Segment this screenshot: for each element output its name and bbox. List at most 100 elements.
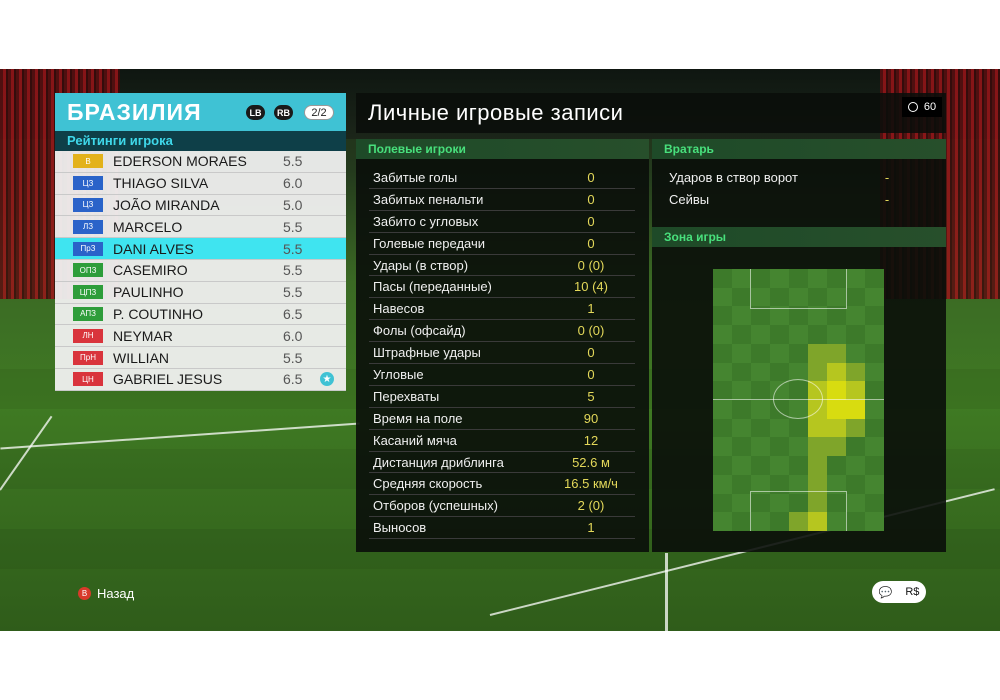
stat-label: Пасы (переданные) bbox=[373, 279, 492, 295]
heatmap-cell bbox=[713, 493, 733, 513]
heatmap-cell bbox=[865, 437, 884, 457]
star-icon: ★ bbox=[320, 372, 334, 387]
heatmap-cell bbox=[751, 362, 771, 382]
heatmap-cell bbox=[865, 287, 884, 307]
heatmap-cell bbox=[827, 362, 847, 382]
chat-icon[interactable]: 💬 bbox=[878, 586, 893, 599]
stat-label: Штрафные удары bbox=[373, 345, 481, 361]
rb-button[interactable]: RB bbox=[274, 105, 293, 120]
player-row[interactable]: ЦПЗ PAULINHO 5.5 bbox=[55, 281, 346, 304]
heatmap-cell bbox=[751, 474, 771, 495]
heatmap-cell bbox=[732, 474, 752, 495]
stat-value: 1 bbox=[587, 301, 595, 317]
heatmap-cell bbox=[846, 381, 866, 401]
heatmap-cell bbox=[827, 325, 847, 345]
heatmap-cell bbox=[789, 437, 809, 457]
player-row[interactable]: ЛЗ MARCELO 5.5 bbox=[55, 216, 346, 239]
stat-label: Голевые передачи bbox=[373, 235, 486, 251]
heatmap-cell bbox=[770, 512, 790, 531]
heatmap-cell bbox=[827, 400, 847, 420]
position-badge: ПрН bbox=[73, 350, 103, 365]
heatmap-cell bbox=[846, 437, 866, 457]
heatmap-cell bbox=[751, 418, 771, 438]
stat-row: Штрафные удары 0 bbox=[369, 342, 635, 365]
player-row[interactable]: АПЗ P. COUTINHO 6.5 bbox=[55, 303, 346, 326]
heatmap-cell bbox=[846, 362, 866, 382]
heatmap-cell bbox=[808, 512, 828, 531]
back-control[interactable]: B Назад bbox=[78, 586, 134, 601]
position-badge: В bbox=[73, 154, 103, 169]
heatmap-cell bbox=[865, 343, 884, 364]
heatmap-cell bbox=[827, 269, 847, 289]
stat-row: Ударов в створ ворот - bbox=[665, 167, 931, 189]
player-rating: 5.5 bbox=[283, 153, 303, 170]
heatmap-cell bbox=[846, 493, 866, 513]
player-rating: 6.0 bbox=[283, 175, 303, 192]
play-zone-panel: Зона игры bbox=[652, 227, 946, 552]
stat-label: Касаний мяча bbox=[373, 432, 457, 448]
heatmap-cell bbox=[846, 456, 866, 476]
team-name: БРАЗИЛИЯ bbox=[67, 98, 202, 125]
heatmap-cell bbox=[713, 269, 733, 289]
position-badge: ЦЗ bbox=[73, 197, 103, 212]
heatmap-cell bbox=[732, 306, 752, 326]
stat-label: Выносов bbox=[373, 520, 427, 536]
heatmap-cell bbox=[713, 381, 733, 401]
heatmap-cell bbox=[713, 474, 733, 495]
heatmap-cell bbox=[751, 437, 771, 457]
heatmap-cell bbox=[808, 493, 828, 513]
heatmap-cell bbox=[846, 306, 866, 326]
heatmap-cell bbox=[770, 362, 790, 382]
goalkeeper-stats-list: Ударов в створ ворот - Сейвы - bbox=[652, 167, 946, 211]
stat-value: 0 (0) bbox=[577, 257, 605, 273]
stat-row: Пасы (переданные) 10 (4) bbox=[369, 276, 635, 299]
player-row[interactable]: ЦЗ THIAGO SILVA 6.0 bbox=[55, 172, 346, 195]
stat-row: Забито с угловых 0 bbox=[369, 211, 635, 233]
player-row[interactable]: ПрЗ DANI ALVES 5.5 bbox=[55, 238, 346, 260]
stat-value: 12 bbox=[583, 432, 599, 448]
heatmap-cell bbox=[751, 381, 771, 401]
player-row[interactable]: ЦН GABRIEL JESUS 6.5 ★ bbox=[55, 368, 346, 391]
stat-label: Фолы (офсайд) bbox=[373, 323, 466, 339]
player-name: JOÃO MIRANDA bbox=[113, 196, 220, 213]
heatmap-cell bbox=[846, 343, 866, 364]
player-row[interactable]: ЛН NEYMAR 6.0 bbox=[55, 325, 346, 348]
heatmap-cell bbox=[865, 400, 884, 420]
stat-row: Забитые голы 0 bbox=[369, 167, 635, 189]
player-rating: 5.0 bbox=[283, 196, 303, 213]
player-row[interactable]: ЦЗ JOÃO MIRANDA 5.0 bbox=[55, 194, 346, 217]
stat-value: 1 bbox=[587, 520, 595, 536]
heatmap-cell bbox=[827, 343, 847, 364]
lb-button[interactable]: LB bbox=[246, 105, 265, 120]
player-row[interactable]: ПрН WILLIAN 5.5 bbox=[55, 347, 346, 369]
play-zone-heatmap bbox=[713, 269, 884, 531]
player-name: CASEMIRO bbox=[113, 262, 188, 279]
ratings-title: Рейтинги игрока bbox=[55, 131, 346, 151]
heatmap-cell bbox=[770, 325, 790, 345]
currency-icon[interactable]: R$ bbox=[905, 586, 920, 598]
player-row[interactable]: ОПЗ CASEMIRO 5.5 bbox=[55, 259, 346, 282]
heatmap-cell bbox=[789, 343, 809, 364]
heatmap-cell bbox=[732, 269, 752, 289]
heatmap-cell bbox=[789, 493, 809, 513]
heatmap-cell bbox=[732, 362, 752, 382]
player-name: MARCELO bbox=[113, 218, 183, 235]
heatmap-cell bbox=[713, 456, 733, 476]
stat-row: Дистанция дриблинга 52.6 м bbox=[369, 452, 635, 474]
stat-label: Забитые голы bbox=[373, 169, 458, 185]
stat-row: Удары (в створ) 0 (0) bbox=[369, 255, 635, 277]
player-rating: 6.5 bbox=[283, 305, 303, 322]
heatmap-cell bbox=[827, 493, 847, 513]
pitch-line bbox=[665, 553, 668, 631]
heatmap-cell bbox=[789, 325, 809, 345]
heatmap-cell bbox=[770, 306, 790, 326]
player-row[interactable]: В EDERSON MORAES 5.5 bbox=[55, 151, 346, 173]
heatmap-cell bbox=[808, 362, 828, 382]
heatmap-cell bbox=[846, 325, 866, 345]
stat-row: Время на поле 90 bbox=[369, 408, 635, 430]
heatmap-cell bbox=[732, 512, 752, 531]
heatmap-cell bbox=[713, 400, 733, 420]
stat-value: 16.5 км/ч bbox=[564, 476, 618, 492]
player-rating: 5.5 bbox=[283, 240, 303, 257]
player-rating: 5.5 bbox=[283, 218, 303, 235]
